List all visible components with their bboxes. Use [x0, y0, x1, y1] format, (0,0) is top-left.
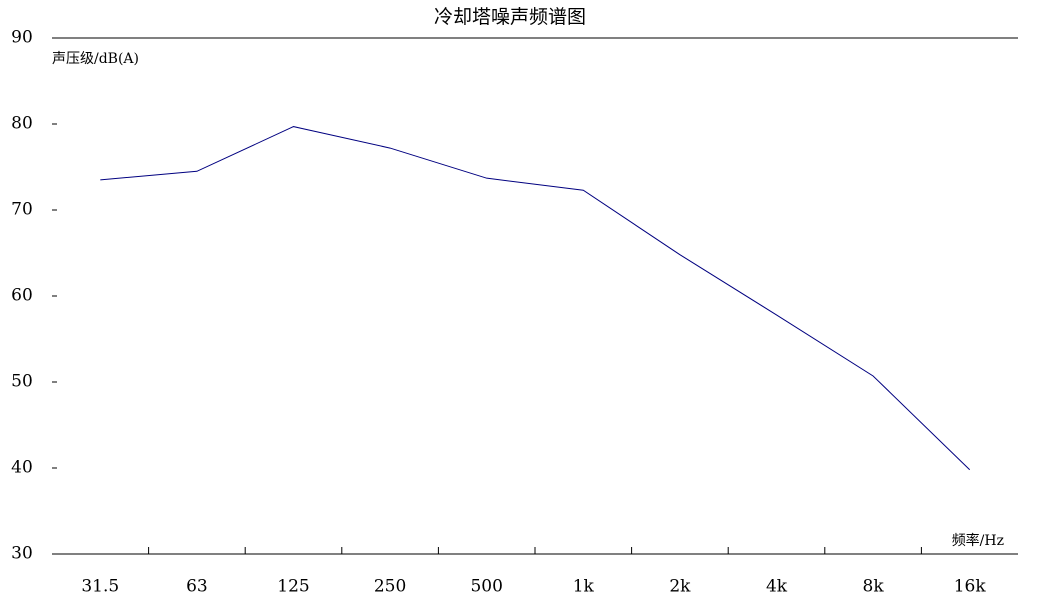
y-tick-label: 80 — [11, 114, 33, 134]
x-tick-label: 63 — [186, 577, 208, 597]
series-line — [100, 126, 971, 471]
x-axis-label: 频率/Hz — [952, 532, 1004, 549]
y-tick-label: 60 — [11, 286, 33, 306]
x-tick-label: 250 — [374, 577, 406, 597]
x-tick-label: 125 — [277, 577, 309, 597]
x-tick-label: 2k — [669, 577, 691, 597]
y-axis-label: 声压级/dB(A) — [52, 51, 139, 67]
x-tick-label: 1k — [573, 577, 595, 597]
y-tick-label: 50 — [11, 372, 33, 392]
y-tick-label: 40 — [11, 458, 33, 478]
x-tick-label: 8k — [863, 577, 885, 597]
x-tick-label: 16k — [954, 577, 987, 597]
x-tick-label: 500 — [470, 577, 502, 597]
y-tick-label: 90 — [11, 28, 33, 48]
x-tick-label: 4k — [766, 577, 788, 597]
chart-title: 冷却塔噪声频谱图 — [434, 6, 586, 28]
y-tick-label: 70 — [11, 200, 33, 220]
y-tick-label: 30 — [11, 544, 33, 564]
x-tick-label: 31.5 — [81, 577, 119, 597]
